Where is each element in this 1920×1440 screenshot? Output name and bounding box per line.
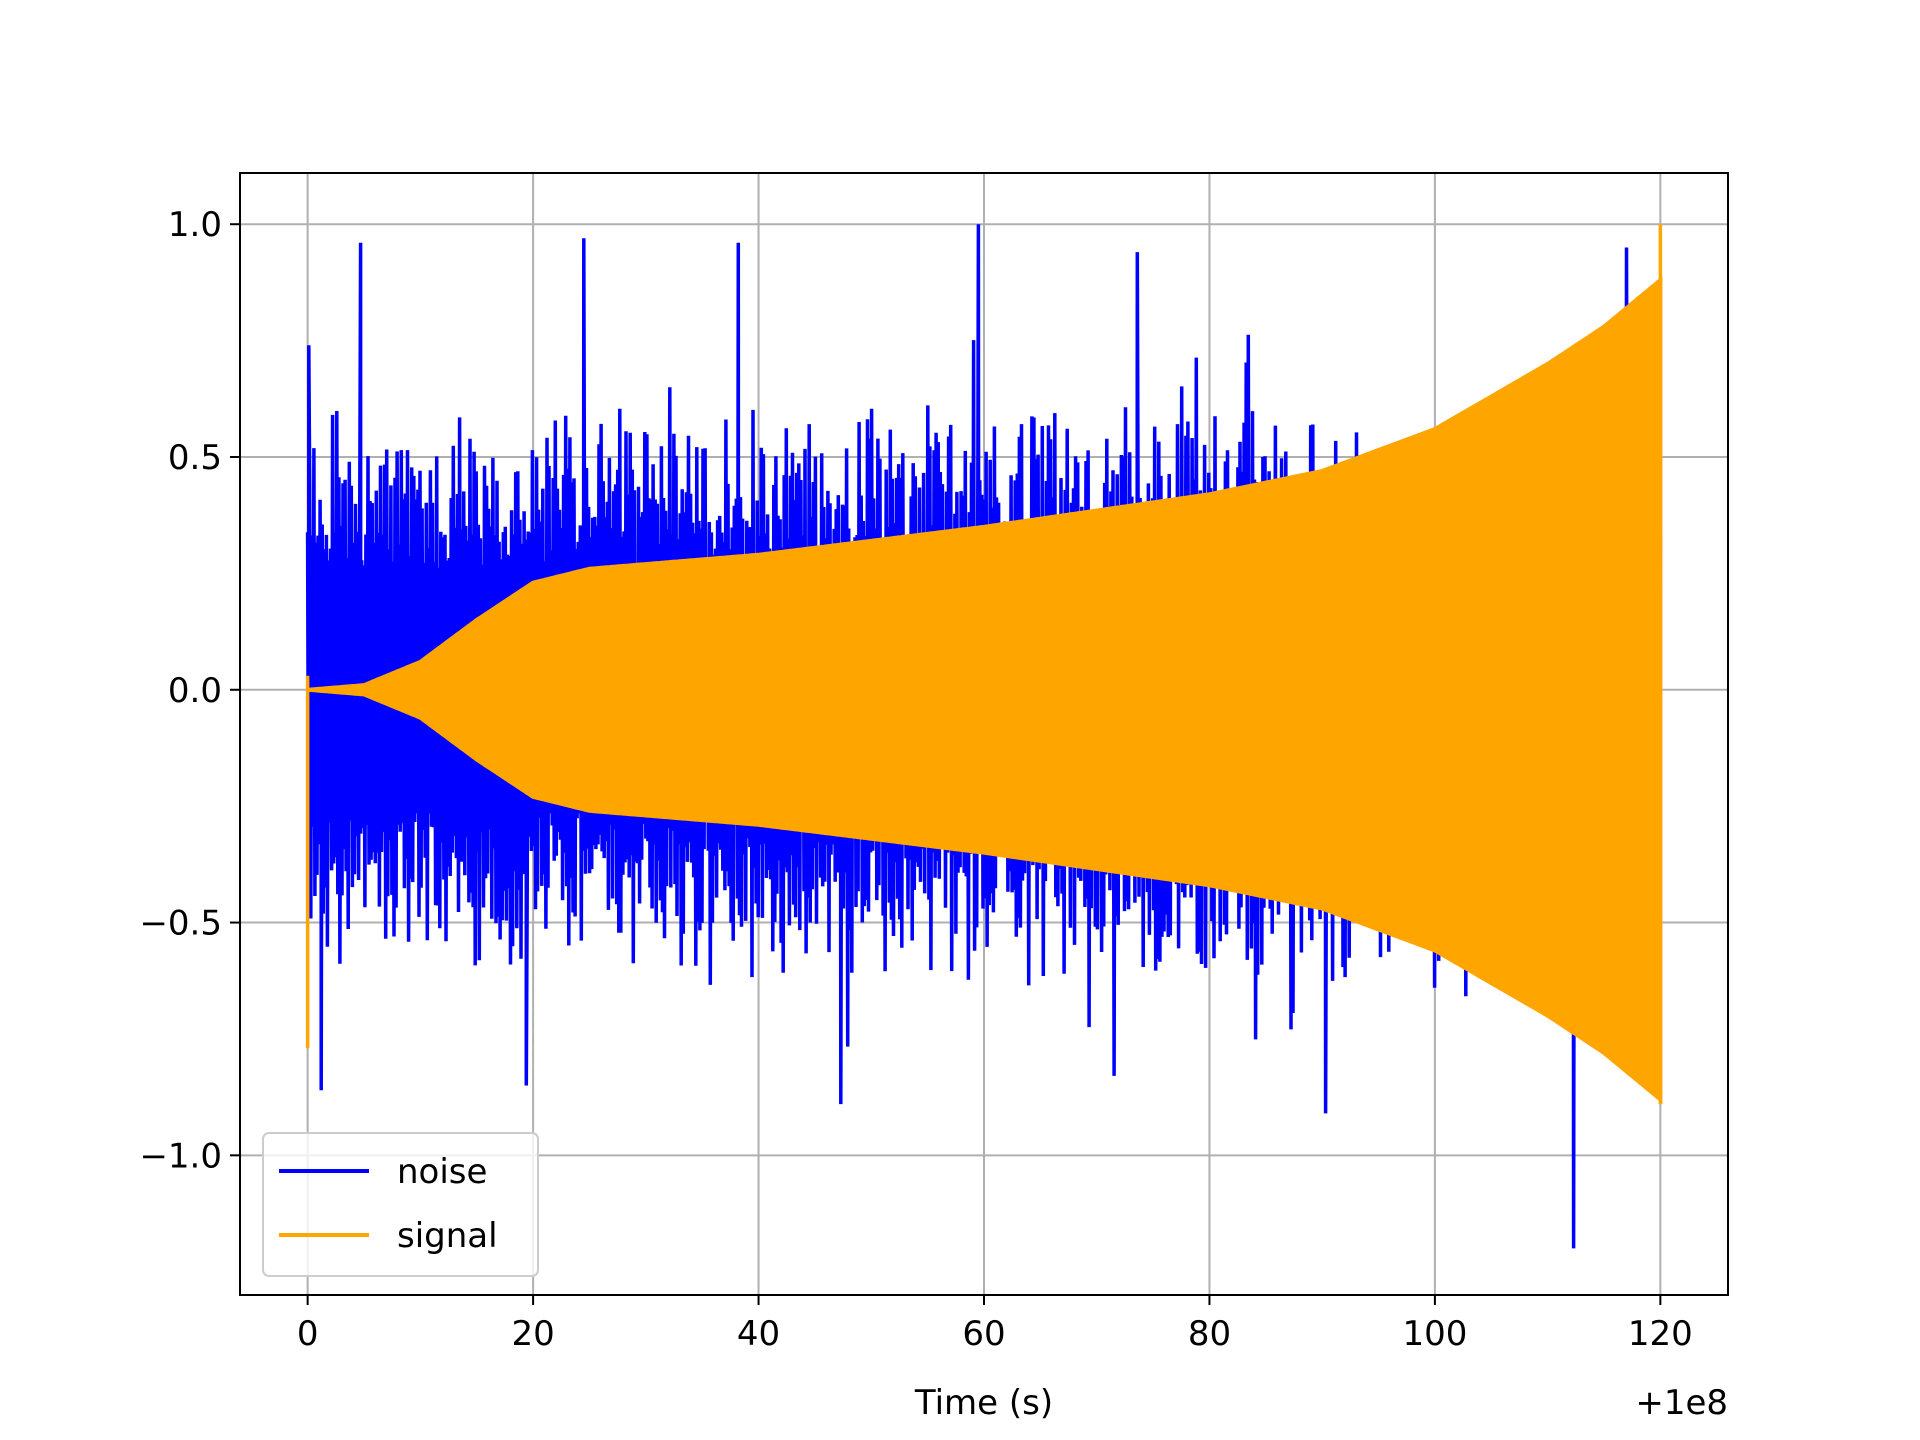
- y-tick-label: −0.5: [139, 904, 222, 944]
- y-tick-label: 0.5: [168, 438, 222, 478]
- legend-box: [262, 1132, 539, 1277]
- y-tick-label: −1.0: [139, 1136, 222, 1176]
- legend-label-signal: signal: [397, 1216, 498, 1256]
- x-tick-label: 0: [297, 1314, 319, 1354]
- x-tick-label: 20: [511, 1314, 554, 1354]
- y-axis: −1.0 −0.5 0.0 0.5 1.0: [139, 205, 240, 1176]
- x-tick-label: 60: [962, 1314, 1005, 1354]
- x-axis: 0 20 40 60 80 100 120: [297, 1295, 1693, 1354]
- legend: noise signal: [262, 1132, 539, 1277]
- x-tick-label: 80: [1188, 1314, 1231, 1354]
- y-tick-label: 1.0: [168, 205, 222, 245]
- x-tick-label: 40: [737, 1314, 780, 1354]
- y-tick-label: 0.0: [168, 671, 222, 711]
- x-tick-label: 120: [1628, 1314, 1693, 1354]
- legend-label-noise: noise: [397, 1152, 487, 1192]
- x-axis-label: Time (s): [914, 1383, 1053, 1423]
- x-offset-label: +1e8: [1635, 1383, 1728, 1423]
- x-tick-label: 100: [1402, 1314, 1467, 1354]
- series-layer: [305, 224, 1663, 1249]
